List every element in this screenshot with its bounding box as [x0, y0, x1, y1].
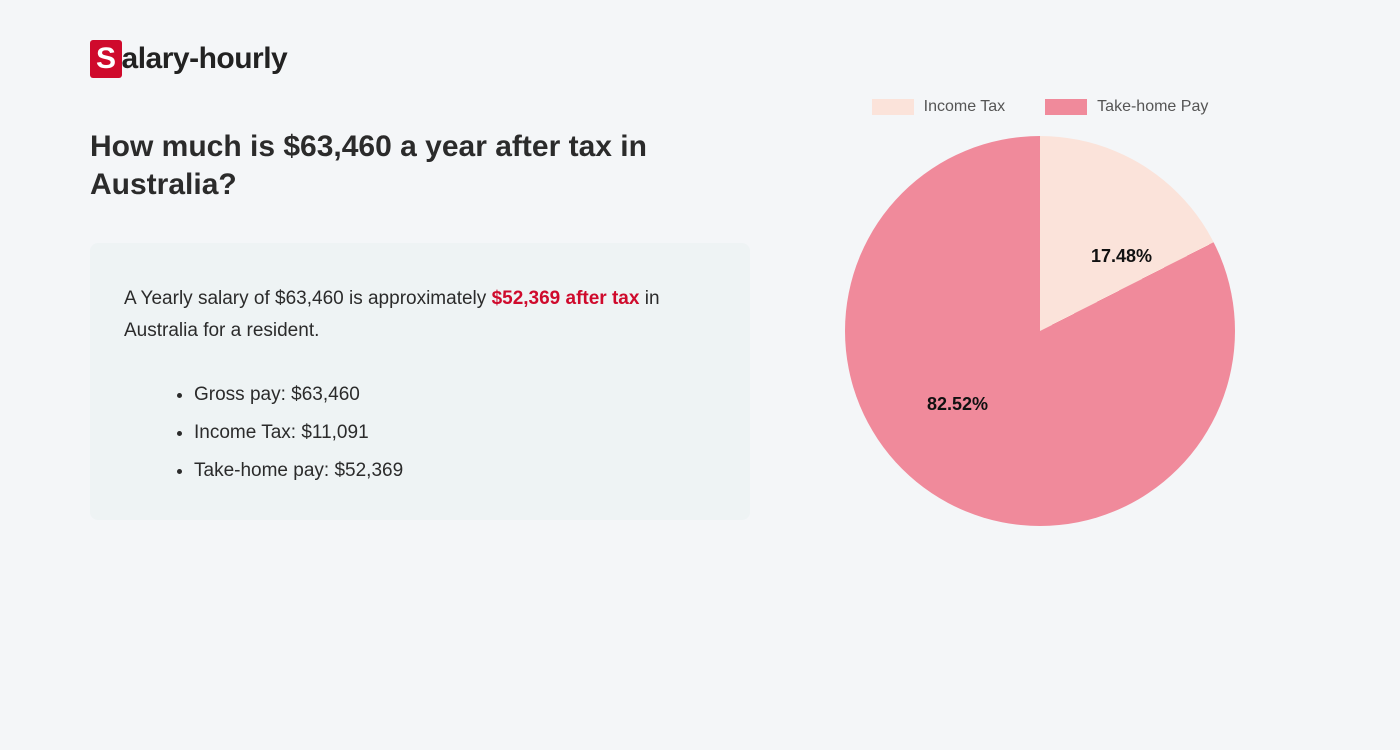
- list-item: Income Tax: $11,091: [194, 414, 716, 452]
- legend-item-take-home: Take-home Pay: [1045, 98, 1208, 116]
- pie-disc: [845, 136, 1235, 526]
- legend-label: Take-home Pay: [1097, 98, 1208, 116]
- list-item: Gross pay: $63,460: [194, 376, 716, 414]
- chart-legend: Income Tax Take-home Pay: [872, 98, 1209, 116]
- pie-chart: 17.48% 82.52%: [845, 136, 1235, 526]
- legend-item-income-tax: Income Tax: [872, 98, 1006, 116]
- right-column: Income Tax Take-home Pay 17.48% 82.52%: [830, 128, 1250, 526]
- legend-swatch: [872, 99, 914, 115]
- summary-box: A Yearly salary of $63,460 is approximat…: [90, 243, 750, 520]
- summary-highlight: $52,369 after tax: [492, 288, 640, 309]
- slice-label-income-tax: 17.48%: [1091, 246, 1152, 267]
- summary-text: A Yearly salary of $63,460 is approximat…: [124, 283, 716, 348]
- main-content: How much is $63,460 a year after tax in …: [90, 128, 1310, 526]
- page-title: How much is $63,460 a year after tax in …: [90, 128, 750, 203]
- left-column: How much is $63,460 a year after tax in …: [90, 128, 750, 526]
- legend-swatch: [1045, 99, 1087, 115]
- legend-label: Income Tax: [924, 98, 1006, 116]
- slice-label-take-home: 82.52%: [927, 394, 988, 415]
- site-logo: Salary-hourly: [90, 40, 1310, 78]
- logo-text: alary-hourly: [122, 42, 288, 76]
- logo-badge: S: [90, 40, 122, 78]
- list-item: Take-home pay: $52,369: [194, 452, 716, 490]
- breakdown-list: Gross pay: $63,460 Income Tax: $11,091 T…: [124, 376, 716, 490]
- summary-prefix: A Yearly salary of $63,460 is approximat…: [124, 288, 492, 309]
